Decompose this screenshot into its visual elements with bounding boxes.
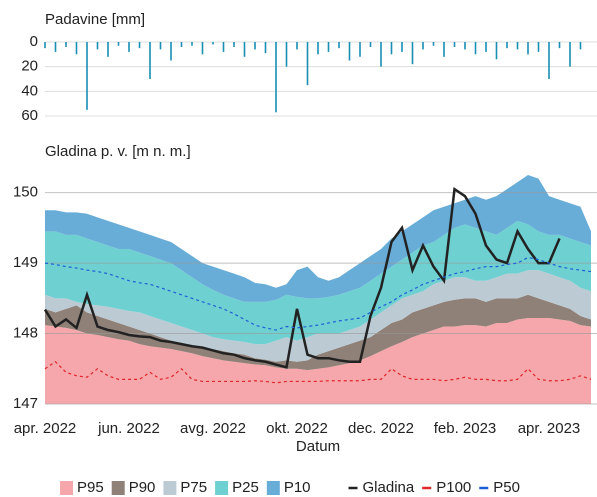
x-axis-title: Datum	[296, 438, 340, 455]
precip-bar	[401, 42, 403, 52]
precip-bar	[348, 42, 351, 61]
precip-bar	[149, 42, 151, 79]
precip-bar	[243, 42, 246, 57]
precip-bar	[422, 42, 424, 50]
legend-label: P95	[77, 479, 104, 496]
precip-bar	[369, 42, 372, 47]
y-tick-label: 20	[21, 58, 38, 75]
precip-bar	[516, 42, 519, 50]
precip-bar	[180, 42, 183, 47]
precip-bar	[75, 42, 78, 55]
legend-label: P100	[436, 479, 471, 496]
y-tick-label: 0	[30, 33, 38, 50]
precip-bar	[327, 42, 330, 52]
percentile-band	[45, 294, 591, 371]
precip-bar	[233, 42, 235, 47]
precip-bar	[432, 42, 435, 46]
precip-bar	[296, 42, 298, 50]
x-tick-label: apr. 2022	[14, 420, 77, 437]
precip-bar	[275, 42, 277, 113]
y-tick-label: 147	[13, 395, 38, 412]
precip-bar	[537, 42, 540, 52]
series-line	[44, 360, 592, 384]
precip-bar	[159, 42, 162, 50]
precip-bar	[96, 42, 99, 50]
percentile-band	[45, 220, 591, 345]
x-tick-label: okt. 2022	[266, 420, 328, 437]
precip-title: Padavine [mm]	[45, 11, 145, 28]
precip-bar	[443, 42, 445, 57]
precip-bar	[222, 42, 225, 52]
precip-bar	[212, 42, 214, 45]
legend-label: Gladina	[363, 479, 415, 496]
x-tick-label: dec. 2022	[348, 420, 414, 437]
series-line	[43, 186, 561, 369]
legend-swatch	[60, 481, 73, 495]
legend-label: P50	[493, 479, 520, 496]
precip-bar	[453, 42, 456, 47]
precip-bar	[117, 42, 120, 46]
legend-swatch	[266, 481, 280, 495]
precip-bar	[306, 42, 309, 86]
precip-bar	[527, 42, 529, 55]
legend-swatch	[215, 481, 229, 495]
precip-bar	[548, 42, 550, 79]
precip-bar	[464, 42, 466, 50]
precip-bar	[317, 42, 319, 55]
precip-bar	[201, 42, 204, 55]
legend-swatch	[111, 481, 125, 495]
x-tick-label: avg. 2022	[180, 420, 246, 437]
precip-bar	[128, 42, 130, 52]
precip-bar	[191, 42, 193, 46]
legend-label: P90	[129, 479, 156, 496]
precip-bar	[86, 42, 88, 110]
x-tick-label: feb. 2023	[434, 420, 497, 437]
precip-bar	[44, 42, 46, 49]
precip-bar	[264, 42, 267, 54]
y-tick-label: 148	[13, 325, 38, 342]
precip-bar	[411, 42, 414, 65]
precip-bar	[338, 42, 340, 49]
legend-label: P25	[232, 479, 259, 496]
precip-bar	[359, 42, 361, 57]
percentile-band	[45, 318, 591, 404]
precip-bar	[54, 42, 57, 52]
x-tick-label: jun. 2022	[97, 420, 160, 437]
precip-bar	[107, 42, 109, 57]
precip-bar	[285, 42, 288, 67]
y-tick-label: 149	[13, 254, 38, 271]
legend-swatch	[163, 481, 177, 495]
precip-bar	[170, 42, 172, 61]
precip-bar	[506, 42, 508, 49]
y-tick-label: 40	[21, 82, 38, 99]
level-title: Gladina p. v. [m n. m.]	[45, 143, 191, 160]
percentile-band	[45, 270, 591, 362]
series-line	[44, 256, 592, 331]
legend-label: P75	[180, 479, 207, 496]
precip-bar	[495, 42, 498, 60]
precip-bar	[254, 42, 256, 50]
legend-label: P10	[284, 479, 311, 496]
precip-bar	[579, 42, 582, 50]
y-tick-label: 60	[21, 107, 38, 124]
precip-bar	[380, 42, 382, 67]
precip-bar	[569, 42, 571, 67]
y-tick-label: 150	[13, 184, 38, 201]
precip-bar	[474, 42, 477, 55]
precip-bar	[65, 42, 67, 47]
precip-bar	[558, 42, 561, 49]
precip-bar	[485, 42, 487, 52]
precip-bar	[390, 42, 393, 55]
x-tick-label: apr. 2023	[518, 420, 581, 437]
percentile-band	[45, 175, 591, 302]
precip-bar	[138, 42, 141, 49]
